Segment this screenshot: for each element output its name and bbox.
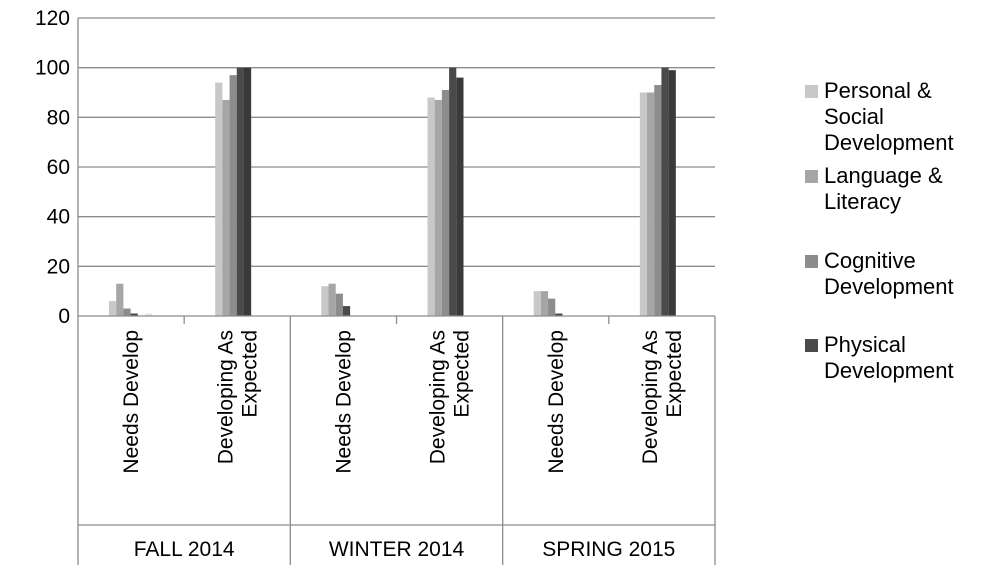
bar <box>116 283 124 316</box>
bar <box>342 306 351 316</box>
bar <box>668 70 676 317</box>
legend-swatch <box>805 85 818 98</box>
bar <box>449 67 457 317</box>
category-label: Expected <box>663 330 686 418</box>
axes <box>77 18 716 565</box>
category-label: Developing As <box>427 330 450 464</box>
legend-swatch <box>805 255 818 268</box>
legend-swatch <box>805 170 818 183</box>
bar <box>548 298 556 316</box>
category-label: Expected <box>451 330 474 418</box>
bar <box>236 67 244 317</box>
y-tick-label: 20 <box>47 255 70 278</box>
bar <box>427 97 435 316</box>
legend-label: Development <box>824 130 954 155</box>
bar <box>639 92 648 316</box>
legend-label: Development <box>824 358 954 383</box>
bar <box>335 293 343 316</box>
group-label: WINTER 2014 <box>329 538 465 561</box>
group-label: SPRING 2015 <box>542 538 675 561</box>
legend-label: Cognitive <box>824 248 916 273</box>
group-label: FALL 2014 <box>134 538 235 561</box>
category-label: Needs Develop <box>332 330 355 474</box>
legend-label: Personal & <box>824 78 932 103</box>
bar <box>243 67 252 317</box>
bar <box>661 67 669 317</box>
legend-swatch <box>805 339 818 352</box>
category-label: Expected <box>238 330 261 418</box>
category-label: Developing As <box>214 330 237 464</box>
bar <box>456 77 464 316</box>
bar <box>654 85 662 316</box>
legend-label: Development <box>824 274 954 299</box>
category-label: Developing As <box>639 330 662 464</box>
bar <box>647 92 655 316</box>
category-label: Needs Develop <box>120 330 143 474</box>
bar <box>229 75 237 316</box>
y-tick-label: 100 <box>35 57 70 80</box>
y-tick-label: 80 <box>47 106 70 129</box>
bars <box>109 67 676 317</box>
bar <box>321 286 329 316</box>
bar <box>130 313 138 316</box>
category-label: Needs Develop <box>545 330 568 474</box>
y-axis-tick-labels: 0 20 40 60 80 100 120 <box>35 7 70 328</box>
legend-label: Literacy <box>824 189 901 214</box>
y-tick-label: 60 <box>47 156 70 179</box>
y-tick-label: 40 <box>47 206 70 229</box>
category-labels: Needs Develop Developing As Expected Needs … <box>120 330 686 561</box>
y-tick-label: 120 <box>35 7 70 30</box>
bar <box>215 82 223 316</box>
bar <box>222 99 230 316</box>
bar <box>555 313 563 316</box>
bar <box>123 308 131 316</box>
legend-label: Physical <box>824 332 906 357</box>
bar <box>145 313 153 316</box>
bar <box>328 283 336 316</box>
legend-label: Social <box>824 104 884 129</box>
bar <box>441 90 450 317</box>
bar <box>434 99 442 316</box>
bar <box>109 301 117 316</box>
y-tick-label: 0 <box>58 305 70 328</box>
legend-label: Language & <box>824 163 943 188</box>
bar <box>533 291 541 316</box>
bar <box>540 291 549 316</box>
grid-lines <box>78 17 715 267</box>
